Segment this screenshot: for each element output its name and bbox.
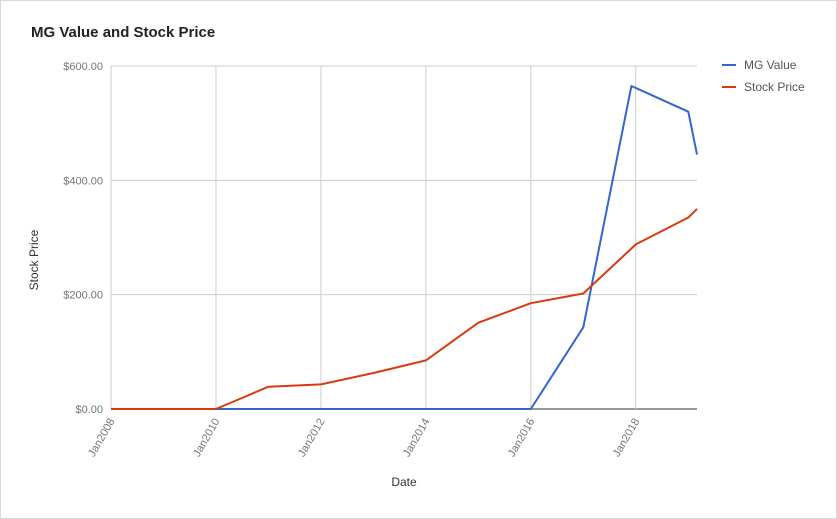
x-tick-label: Jan2008 bbox=[86, 417, 118, 460]
grid-lines bbox=[110, 65, 697, 410]
y-tick-label: $200.00 bbox=[63, 290, 103, 302]
series-line-mg-value bbox=[111, 85, 698, 410]
legend: MG Value Stock Price bbox=[722, 58, 805, 94]
legend-label: MG Value bbox=[744, 58, 797, 72]
series-line-stock-price bbox=[111, 208, 698, 410]
x-tick-label: Jan2014 bbox=[401, 417, 433, 460]
x-tick-label: Jan2012 bbox=[296, 417, 328, 460]
y-axis-ticks: $0.00 $200.00 $400.00 $600.00 bbox=[63, 61, 103, 416]
chart-title: MG Value and Stock Price bbox=[31, 24, 216, 41]
x-tick-label: Jan2016 bbox=[506, 417, 538, 460]
legend-label: Stock Price bbox=[744, 80, 805, 94]
y-tick-label: $0.00 bbox=[75, 404, 103, 416]
x-axis-title: Date bbox=[391, 475, 417, 489]
y-tick-label: $400.00 bbox=[63, 175, 103, 187]
series-lines bbox=[111, 85, 698, 410]
x-tick-label: Jan2018 bbox=[611, 417, 643, 460]
y-axis-title: Stock Price bbox=[27, 229, 41, 290]
x-tick-label: Jan2010 bbox=[191, 417, 223, 460]
x-axis-ticks: Jan2008 Jan2010 Jan2012 Jan2014 Jan2016 Jan20… bbox=[86, 417, 642, 460]
y-tick-label: $600.00 bbox=[63, 61, 103, 73]
